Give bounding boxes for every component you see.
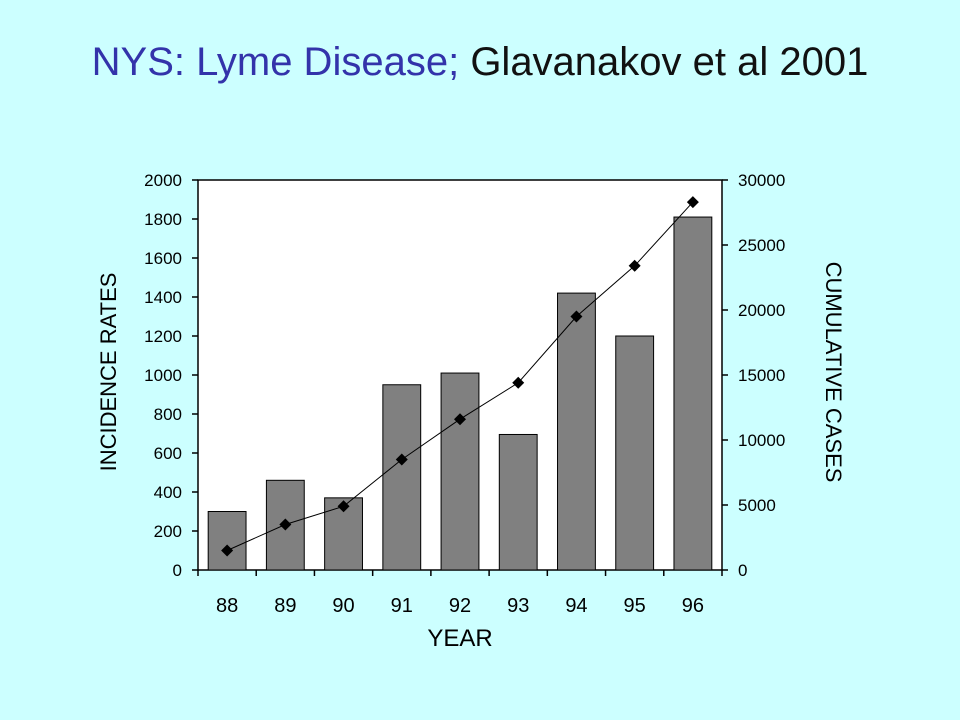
y-tick-label: 1400 <box>144 288 182 307</box>
x-tick-label: 93 <box>507 595 529 617</box>
y-tick-label: 0 <box>173 561 182 580</box>
point-88 <box>221 544 234 557</box>
point-92 <box>454 413 466 426</box>
y-tick-label: 1800 <box>144 210 182 229</box>
y-tick-label: 2000 <box>144 171 182 190</box>
bar-93 <box>498 433 538 571</box>
y-tick-label: 1600 <box>144 249 182 268</box>
bar-91 <box>382 384 422 571</box>
x-tick-label: 89 <box>274 595 296 617</box>
x-tick-label: 95 <box>624 595 646 617</box>
y2-axis-label: CUMULATIVE CASES <box>821 262 846 483</box>
y2-tick-label: 15000 <box>738 366 785 385</box>
y-tick-label: 600 <box>154 444 182 463</box>
x-tick-label: 90 <box>332 595 354 617</box>
point-91 <box>395 453 408 466</box>
axis-labels: YEAR INCIDENCE RATES CUMULATIVE CASES <box>96 262 846 652</box>
axes: 0200400600800100012001400160018002000050… <box>144 171 785 617</box>
x-tick-label: 92 <box>449 595 471 617</box>
page-title: NYS: Lyme Disease; Glavanakov et al 2001 <box>0 38 960 86</box>
y-tick-label: 800 <box>154 405 182 424</box>
bar-95 <box>615 335 655 571</box>
bar-96 <box>673 216 713 571</box>
x-tick-label: 91 <box>391 595 413 617</box>
point-90 <box>337 500 350 513</box>
point-96 <box>686 196 699 209</box>
title-part-2: Glavanakov et al 2001 <box>470 40 869 84</box>
bar-88 <box>207 511 247 571</box>
y-tick-label: 200 <box>154 522 182 541</box>
y2-tick-label: 25000 <box>738 236 785 255</box>
x-tick-label: 88 <box>216 595 238 617</box>
point-93 <box>512 376 525 389</box>
cumulative-line <box>221 196 699 557</box>
point-94 <box>570 310 583 323</box>
y2-tick-label: 5000 <box>738 496 776 515</box>
y2-tick-label: 0 <box>738 561 747 580</box>
x-tick-label: 94 <box>565 595 587 617</box>
title-part-1: NYS: Lyme Disease; <box>91 40 460 84</box>
y2-tick-label: 10000 <box>738 431 785 450</box>
y-axis-label: INCIDENCE RATES <box>96 273 121 472</box>
x-axis-label: YEAR <box>427 625 492 652</box>
y2-tick-label: 20000 <box>738 301 785 320</box>
point-89 <box>279 518 292 531</box>
y-tick-label: 400 <box>154 483 182 502</box>
bars <box>207 216 713 571</box>
y-tick-label: 1200 <box>144 327 182 346</box>
point-95 <box>628 259 641 272</box>
bar-92 <box>440 372 480 571</box>
bar-94 <box>557 292 596 571</box>
x-tick-label: 96 <box>682 595 704 617</box>
y2-tick-label: 30000 <box>738 171 785 190</box>
y-tick-label: 1000 <box>144 366 182 385</box>
